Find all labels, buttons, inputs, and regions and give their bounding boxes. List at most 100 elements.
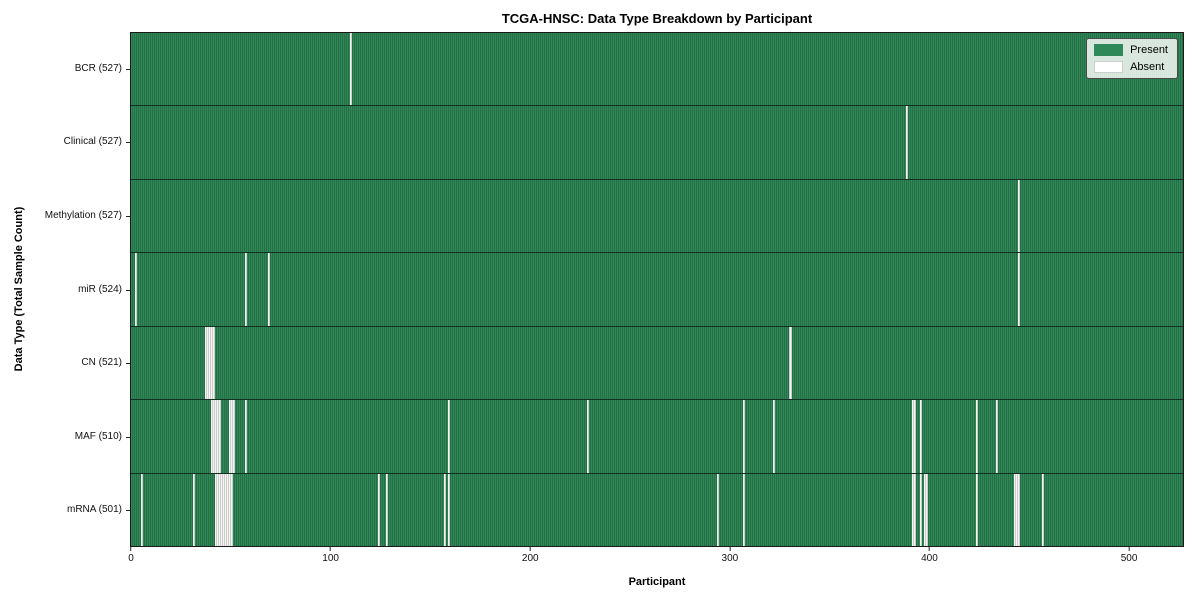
absent-stripe: [212, 400, 215, 473]
absent-stripe: [1015, 473, 1018, 546]
x-tick-label: 100: [322, 553, 339, 564]
absent-stripe: [228, 473, 231, 546]
x-tick-500: 500: [1120, 547, 1138, 564]
absent-stripe: [386, 473, 388, 546]
y-tick-clinical: Clinical (527): [0, 136, 130, 148]
heatmap-row-maf: [131, 400, 1183, 474]
y-tick-methylation: Methylation (527): [0, 210, 130, 222]
absent-stripe: [226, 473, 229, 546]
absent-stripe: [204, 326, 207, 400]
absent-stripe: [214, 400, 217, 473]
x-tick-mark: [330, 547, 332, 551]
absent-stripe: [222, 473, 225, 546]
legend: Present Absent: [1086, 38, 1178, 79]
absent-stripe: [995, 400, 998, 473]
absent-stripe: [218, 473, 221, 546]
y-tick-mark: [126, 363, 130, 365]
absent-stripe: [925, 473, 928, 546]
absent-stripe: [975, 400, 978, 473]
absent-stripe: [228, 400, 231, 473]
x-tick-mark: [729, 547, 731, 551]
absent-stripe: [210, 400, 213, 473]
y-tick-mark: [126, 289, 130, 291]
absent-stripe: [378, 473, 381, 546]
heatmap-row-methylation: [131, 179, 1183, 254]
legend-label: Present: [1130, 44, 1168, 56]
absent-stripe: [914, 400, 916, 473]
x-tick-mark: [130, 547, 132, 551]
heatmap-row-bcr: [131, 33, 1183, 107]
y-tick-label: mRNA (501): [66, 504, 122, 516]
x-axis-label: Participant: [628, 576, 686, 588]
y-tick-label: MAF (510): [74, 430, 122, 442]
x-axis-ticks: 0 100 200 300 400 500: [128, 547, 1184, 573]
absent-stripe: [232, 400, 235, 473]
absent-stripe: [1017, 179, 1020, 253]
absent-stripe: [1041, 473, 1044, 546]
y-tick-label: BCR (527): [74, 62, 122, 74]
y-tick-label: Clinical (527): [63, 136, 122, 148]
heatmap-row-cn: [131, 326, 1183, 401]
absent-stripe: [1017, 253, 1020, 326]
x-tick-label: 200: [521, 553, 539, 564]
absent-stripe: [742, 400, 745, 473]
absent-stripe: [920, 400, 922, 473]
absent-stripe: [920, 473, 922, 546]
absent-stripe: [906, 106, 909, 179]
absent-stripe: [716, 473, 719, 546]
heatmap-row-mir: [131, 253, 1183, 327]
absent-stripe: [230, 473, 233, 546]
x-tick-300: 300: [722, 547, 738, 564]
absent-stripe: [192, 473, 195, 546]
y-tick-label: CN (521): [81, 357, 122, 369]
absent-stripe: [447, 473, 450, 546]
absent-stripe: [268, 253, 271, 326]
absent-stripe: [788, 326, 791, 400]
absent-stripe: [220, 473, 223, 546]
absent-stripe: [134, 253, 137, 326]
y-tick-cn: CN (521): [0, 357, 130, 369]
legend-swatch-present: [1094, 44, 1124, 56]
absent-stripe: [912, 473, 914, 546]
absent-stripe: [350, 33, 353, 106]
x-tick-200: 200: [522, 547, 539, 564]
x-tick-0: 0: [128, 547, 134, 564]
absent-stripe: [1017, 473, 1020, 546]
legend-label: Absent: [1130, 61, 1165, 73]
x-tick-label: 500: [1120, 553, 1138, 564]
y-tick-mark: [126, 142, 130, 144]
absent-stripe: [230, 400, 233, 473]
absent-stripe: [447, 400, 450, 473]
absent-stripe: [742, 473, 745, 546]
absent-stripe: [210, 326, 213, 400]
x-tick-label: 400: [921, 553, 938, 564]
absent-stripe: [224, 473, 227, 546]
x-tick-mark: [928, 547, 930, 551]
legend-swatch-absent: [1094, 61, 1124, 73]
absent-stripe: [443, 473, 446, 546]
y-tick-label: Methylation (527): [44, 209, 122, 221]
y-tick-label: miR (524): [78, 283, 122, 295]
absent-stripe: [216, 400, 219, 473]
absent-stripe: [912, 400, 914, 473]
y-tick-maf: MAF (510): [0, 431, 130, 443]
y-tick-mark: [126, 215, 130, 217]
absent-stripe: [772, 400, 775, 473]
absent-stripe: [587, 400, 590, 473]
x-tick-100: 100: [322, 547, 339, 564]
absent-stripe: [975, 473, 978, 546]
y-tick-mrna: mRNA (501): [0, 504, 130, 516]
heatmap-row-mrna: [131, 473, 1183, 546]
y-tick-mark: [126, 68, 130, 70]
absent-stripe: [244, 253, 247, 326]
absent-stripe: [790, 326, 793, 400]
x-tick-mark: [529, 547, 531, 551]
x-tick-400: 400: [921, 547, 938, 564]
y-axis-ticks: BCR (527) Clinical (527) Methylation (527)…: [0, 32, 130, 547]
y-tick-mark: [126, 436, 130, 438]
absent-stripe: [244, 400, 247, 473]
legend-entry-absent: Absent: [1094, 61, 1168, 73]
absent-stripe: [140, 473, 143, 546]
x-tick-mark: [1128, 547, 1130, 551]
y-tick-mir: miR (524): [0, 284, 130, 296]
